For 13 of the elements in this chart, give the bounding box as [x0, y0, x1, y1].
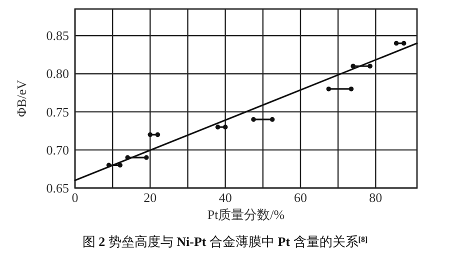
x-tick-label: 40 — [218, 190, 232, 205]
y-tick-label: 0.75 — [46, 104, 69, 120]
x-tick-label: 60 — [294, 190, 307, 205]
x-axis-title: Pt质量分数/% — [207, 207, 285, 222]
text: 图 2 势垒高度与 Ni-Pt 合金薄膜中 Pt 含量的关系$^{[8]}$ — [82, 234, 368, 249]
y-axis-title: ΦB/eV — [14, 79, 29, 117]
y-tick-label: 0.80 — [46, 66, 69, 82]
x-tick-label: 20 — [144, 190, 157, 205]
x-tick-label: 80 — [369, 190, 382, 205]
x-tick-label: 0 — [72, 190, 78, 205]
y-tick-label: 0.70 — [46, 142, 69, 158]
y-tick-label: 0.85 — [46, 28, 69, 44]
y-tick-label: 0.65 — [46, 180, 69, 196]
